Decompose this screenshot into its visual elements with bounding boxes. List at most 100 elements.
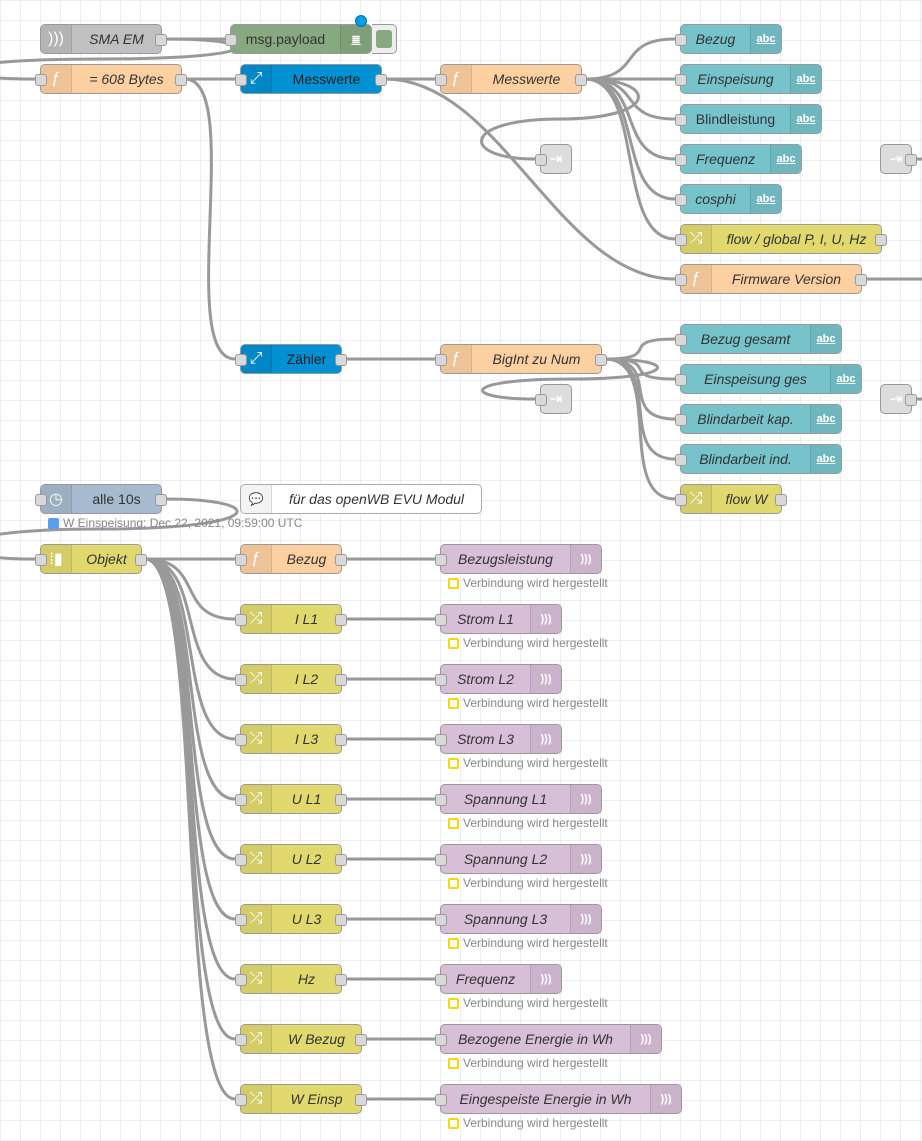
output-port[interactable] [335,734,347,746]
input-port[interactable] [675,454,687,466]
input-port[interactable] [675,74,687,86]
input-port[interactable] [235,794,247,806]
output-port[interactable] [335,794,347,806]
change-node-ch1[interactable]: ⤮ I L1 [235,604,347,634]
text-node-t8[interactable]: Blindarbeit kap. abc [675,404,842,434]
wire[interactable] [0,497,239,561]
link-node-lk1[interactable]: ⇥ [535,144,572,174]
mqtt-node-m6[interactable]: Spannung L3))) [435,904,602,934]
change-node-ch2[interactable]: ⤮ I L2 [235,664,347,694]
text-node-t2[interactable]: Einspeisung abc [675,64,822,94]
text-node-t6[interactable]: Bezug gesamt abc [675,324,842,354]
change-node-ch9[interactable]: ⤮ W Einsp [235,1084,367,1114]
input-port[interactable] [435,794,447,806]
mqtt-node-m5[interactable]: Spannung L2))) [435,844,602,874]
wire[interactable] [184,77,236,361]
input-port[interactable] [225,34,237,46]
input-port[interactable] [675,414,687,426]
input-port[interactable] [235,734,247,746]
input-port[interactable] [675,374,687,386]
wire[interactable] [584,37,676,81]
input-port[interactable] [35,74,47,86]
input-port[interactable] [235,1034,247,1046]
output-port[interactable] [175,74,187,86]
mqtt-node-m4[interactable]: Spannung L1))) [435,784,602,814]
wire[interactable] [480,77,640,161]
input-port[interactable] [235,614,247,626]
input-port[interactable] [675,234,687,246]
function-node-ffw[interactable]: ƒ Firmware Version [675,264,867,294]
input-port[interactable] [235,74,247,86]
udp-node-sma[interactable]: ))) SMA EM [40,24,167,54]
output-port[interactable] [335,354,347,366]
output-port[interactable] [155,494,167,506]
link-node-lk2[interactable]: ⇥ [880,144,917,174]
change-node-c1[interactable]: ⤮ flow / global P, I, U, Hz [675,224,887,254]
change-node-ch7[interactable]: ⤮ Hz [235,964,347,994]
change-node-obj[interactable]: ⁞▮ Objekt [35,544,147,574]
input-port[interactable] [535,394,547,406]
debug-node-dbg[interactable]: msg.payload ≣ [225,24,372,54]
input-port[interactable] [535,154,547,166]
input-port[interactable] [675,274,687,286]
input-port[interactable] [435,974,447,986]
inject-node-inj[interactable]: ◷ alle 10s [35,484,167,514]
output-port[interactable] [855,274,867,286]
input-port[interactable] [675,34,687,46]
output-port[interactable] [335,854,347,866]
output-port[interactable] [335,914,347,926]
function-node-fmw[interactable]: ƒ Messwerte [435,64,587,94]
input-port[interactable] [435,354,447,366]
output-port[interactable] [335,674,347,686]
mqtt-node-m8[interactable]: Bezogene Energie in Wh))) [435,1024,662,1054]
input-port[interactable] [435,734,447,746]
split-node-sp1[interactable]: ⤢ Messwerte [235,64,387,94]
text-node-t5[interactable]: cosphi abc [675,184,782,214]
input-port[interactable] [435,854,447,866]
output-port[interactable] [905,154,917,166]
input-port[interactable] [235,854,247,866]
input-port[interactable] [235,974,247,986]
comment-node-cmt[interactable]: 💬 für das openWB EVU Modul [240,484,482,514]
wire[interactable] [604,357,676,501]
mqtt-node-m2[interactable]: Strom L2))) [435,664,562,694]
input-port[interactable] [235,354,247,366]
wire[interactable] [584,77,676,121]
text-node-t3[interactable]: Blindleistung abc [675,104,822,134]
text-node-t1[interactable]: Bezug abc [675,24,782,54]
input-port[interactable] [435,1034,447,1046]
split-node-sp2[interactable]: ⤢ Zähler [235,344,347,374]
input-port[interactable] [435,1094,447,1106]
link-node-lk3[interactable]: ⇥ [535,384,572,414]
wire[interactable] [584,77,676,241]
output-port[interactable] [335,974,347,986]
mqtt-node-m3[interactable]: Strom L3))) [435,724,562,754]
output-port[interactable] [135,554,147,566]
output-port[interactable] [335,554,347,566]
input-port[interactable] [435,914,447,926]
output-port[interactable] [355,1034,367,1046]
input-port[interactable] [35,554,47,566]
function-node-fbz[interactable]: ƒ Bezug [235,544,347,574]
input-port[interactable] [675,154,687,166]
change-node-ch4[interactable]: ⤮ U L1 [235,784,347,814]
output-port[interactable] [905,394,917,406]
input-port[interactable] [435,554,447,566]
input-port[interactable] [235,1094,247,1106]
output-port[interactable] [335,614,347,626]
input-port[interactable] [435,674,447,686]
output-port[interactable] [775,494,787,506]
change-node-ch5[interactable]: ⤮ U L2 [235,844,347,874]
input-port[interactable] [235,554,247,566]
change-node-ch6[interactable]: ⤮ U L3 [235,904,347,934]
mqtt-node-m0[interactable]: Bezugsleistung))) [435,544,602,574]
mqtt-node-m7[interactable]: Frequenz))) [435,964,562,994]
input-port[interactable] [235,914,247,926]
debug-toggle-button[interactable] [372,24,397,54]
output-port[interactable] [375,74,387,86]
input-port[interactable] [675,494,687,506]
text-node-t4[interactable]: Frequenz abc [675,144,802,174]
output-port[interactable] [575,74,587,86]
text-node-t9[interactable]: Blindarbeit ind. abc [675,444,842,474]
input-port[interactable] [675,114,687,126]
